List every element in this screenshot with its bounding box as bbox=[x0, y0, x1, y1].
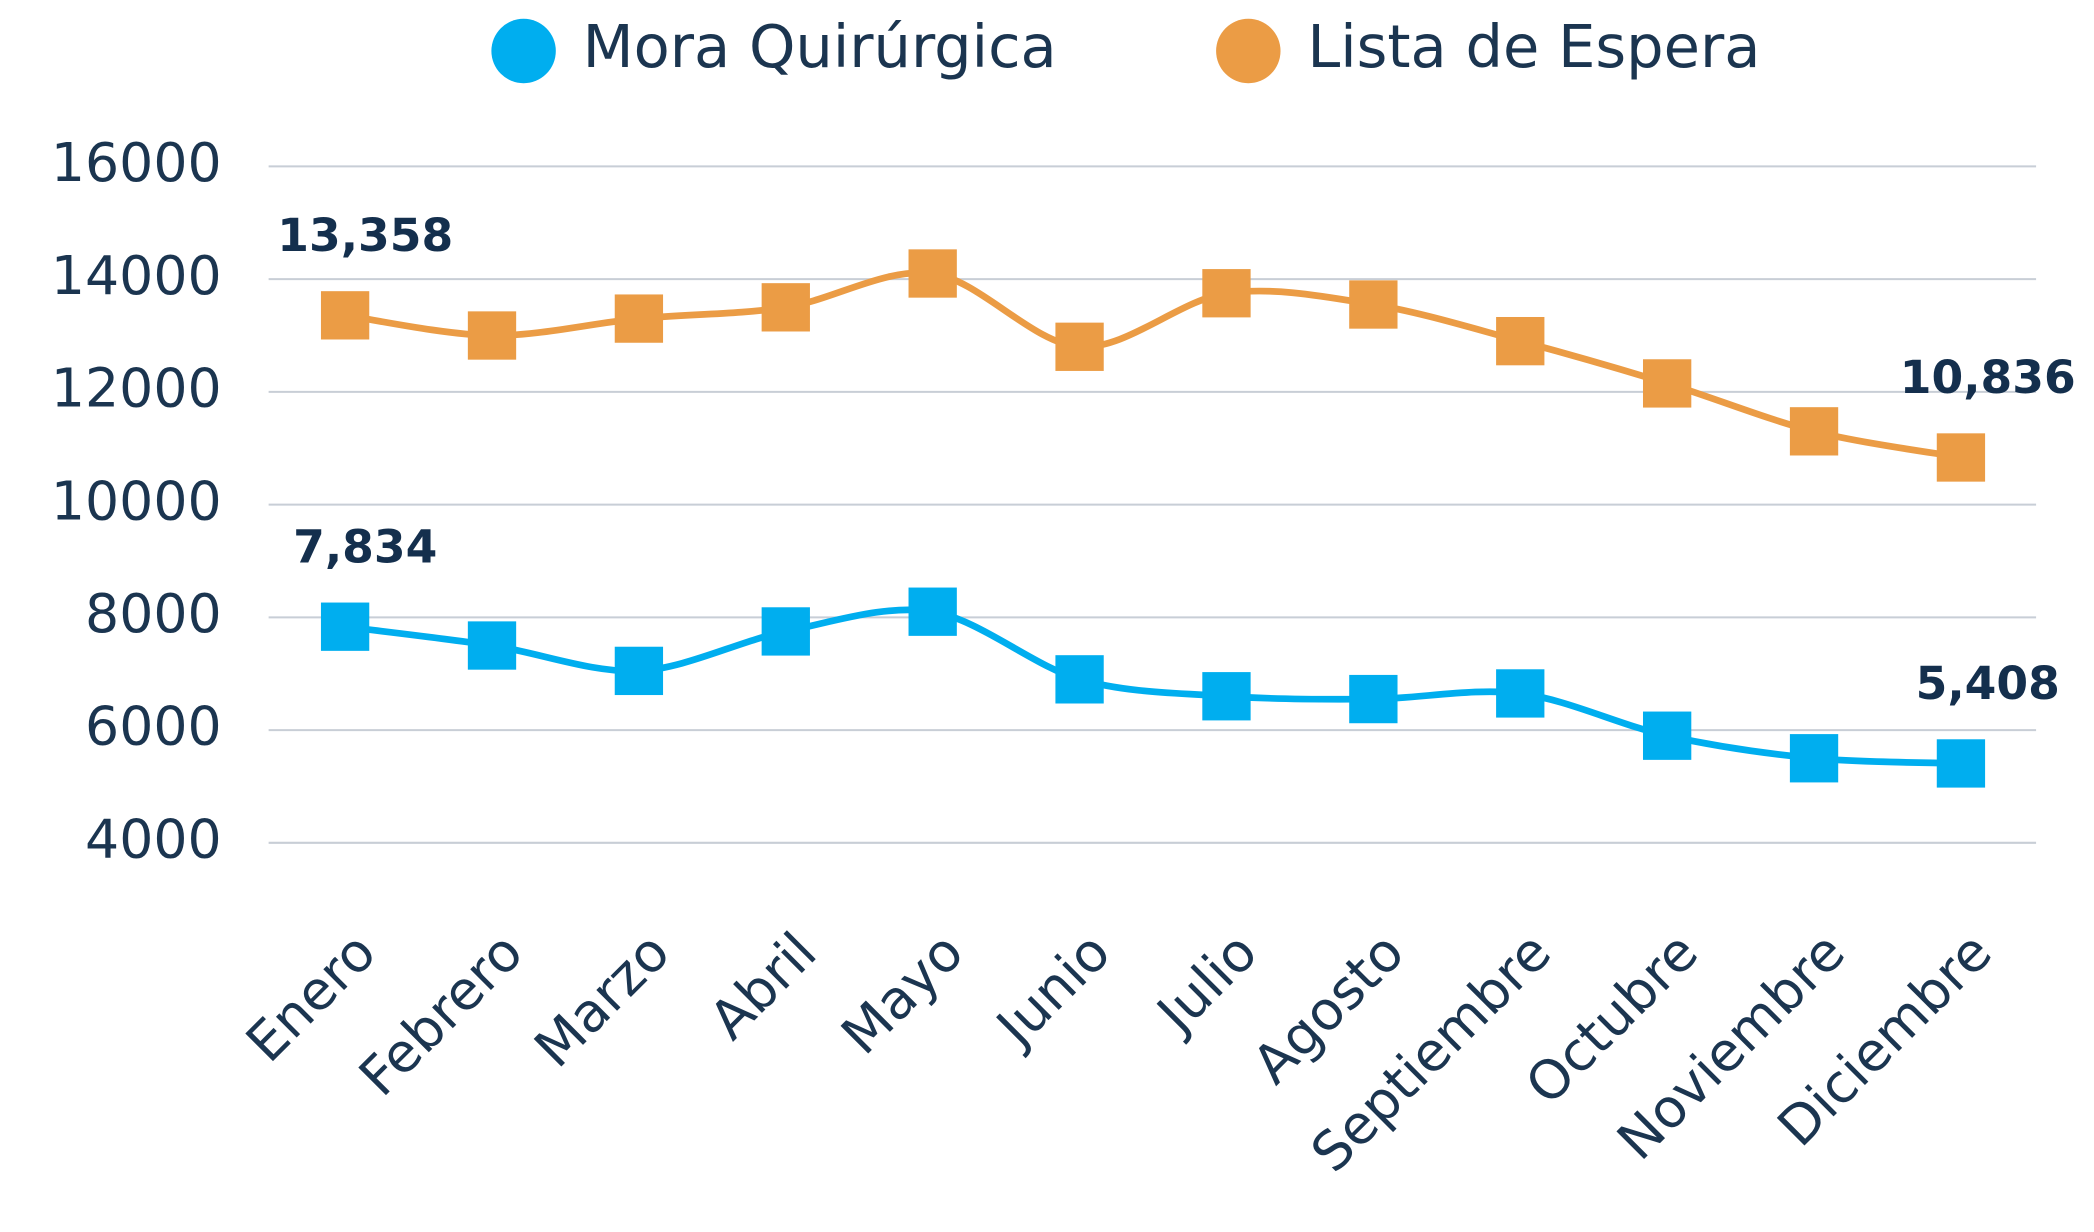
y-tick-label: 8000 bbox=[85, 582, 222, 645]
x-tick-label: Julio bbox=[1143, 920, 1269, 1046]
point-marker bbox=[1055, 322, 1104, 371]
legend-swatch bbox=[1216, 18, 1281, 84]
point-marker bbox=[1202, 672, 1251, 721]
data-label: 10,836 bbox=[1900, 351, 2076, 404]
point-marker bbox=[1496, 316, 1545, 366]
data-label: 13,358 bbox=[277, 209, 453, 262]
x-tick-label: Junio bbox=[983, 920, 1123, 1060]
point-marker bbox=[1349, 674, 1398, 724]
point-marker bbox=[467, 621, 517, 670]
point-marker bbox=[614, 646, 664, 696]
point-marker bbox=[1789, 734, 1839, 783]
legend-label: Lista de Espera bbox=[1307, 12, 1760, 81]
y-tick-label: 14000 bbox=[51, 244, 222, 307]
point-marker bbox=[908, 249, 957, 298]
point-marker bbox=[908, 587, 957, 636]
point-marker bbox=[761, 283, 810, 332]
legend-label: Mora Quirúrgica bbox=[583, 12, 1057, 81]
point-marker bbox=[614, 294, 664, 343]
point-marker bbox=[1789, 407, 1839, 456]
y-tick-label: 10000 bbox=[51, 469, 222, 532]
point-marker bbox=[1202, 269, 1251, 318]
point-marker bbox=[1349, 280, 1398, 329]
y-tick-label: 12000 bbox=[51, 357, 222, 420]
y-tick-label: 6000 bbox=[85, 695, 222, 758]
point-marker bbox=[320, 291, 370, 340]
point-marker bbox=[1936, 433, 1986, 482]
point-marker bbox=[467, 311, 517, 360]
series-line bbox=[344, 606, 1962, 767]
y-tick-label: 4000 bbox=[85, 807, 222, 870]
x-tick-label: Marzo bbox=[522, 920, 681, 1079]
point-marker bbox=[1642, 711, 1692, 760]
x-tick-label: Abril bbox=[697, 920, 828, 1051]
point-marker bbox=[320, 602, 370, 651]
point-marker bbox=[761, 607, 810, 656]
series-line bbox=[344, 269, 1962, 461]
y-tick-label: 16000 bbox=[51, 131, 222, 194]
point-marker bbox=[1496, 669, 1545, 718]
data-label: 5,408 bbox=[1916, 657, 2060, 710]
point-marker bbox=[1642, 359, 1692, 408]
data-label: 7,834 bbox=[293, 520, 437, 573]
point-marker bbox=[1936, 739, 1986, 788]
point-marker bbox=[1055, 655, 1104, 704]
x-tick-label: Febrero bbox=[347, 920, 535, 1108]
x-tick-label: Mayo bbox=[829, 920, 975, 1066]
legend-swatch bbox=[491, 18, 556, 84]
